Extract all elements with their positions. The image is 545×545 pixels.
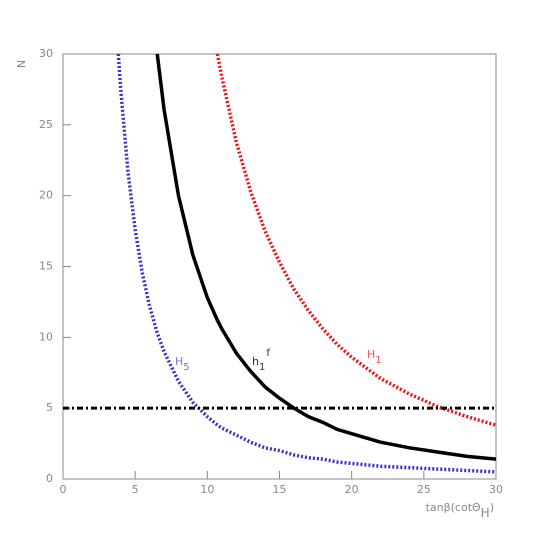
y-tick-label: 15 xyxy=(39,260,53,273)
series-label-name: H xyxy=(367,348,375,361)
x-tick-label: 5 xyxy=(132,483,139,496)
series-line xyxy=(155,53,497,461)
series-label-sub: 1 xyxy=(375,355,381,366)
series-line xyxy=(116,53,497,474)
y-tick-label: 10 xyxy=(39,330,53,343)
y-tick-label: 30 xyxy=(39,47,53,60)
series-label: h1f xyxy=(252,348,270,373)
x-tick-label: 10 xyxy=(200,483,214,496)
y-tick-label: 0 xyxy=(46,472,53,485)
series-label-name: h xyxy=(252,355,259,368)
series-label-sup: f xyxy=(266,348,270,359)
x-tick-label: 30 xyxy=(489,483,503,496)
x-tick-label: 0 xyxy=(60,483,67,496)
x-axis-label-sub: H xyxy=(481,506,490,520)
series-label-name: H xyxy=(175,355,183,368)
x-axis-label-main: tanβ(cotΘ xyxy=(426,501,481,514)
x-axis-label-end: ) xyxy=(490,501,494,514)
y-tick-label: 25 xyxy=(39,118,53,131)
series-line xyxy=(215,53,497,427)
series-label-sub: 5 xyxy=(183,362,189,373)
y-tick-label: 5 xyxy=(46,401,53,414)
x-tick-label: 25 xyxy=(417,483,431,496)
series-label: H1 xyxy=(367,348,382,366)
plot-frame xyxy=(62,53,497,480)
y-tick-label: 20 xyxy=(39,189,53,202)
x-tick-label: 15 xyxy=(273,483,287,496)
series-label-sub: 1 xyxy=(259,362,265,373)
x-axis-label: tanβ(cotΘH) xyxy=(426,501,494,520)
y-axis-label: N xyxy=(15,60,28,68)
x-tick-label: 20 xyxy=(345,483,359,496)
series-label: H5 xyxy=(175,355,190,373)
